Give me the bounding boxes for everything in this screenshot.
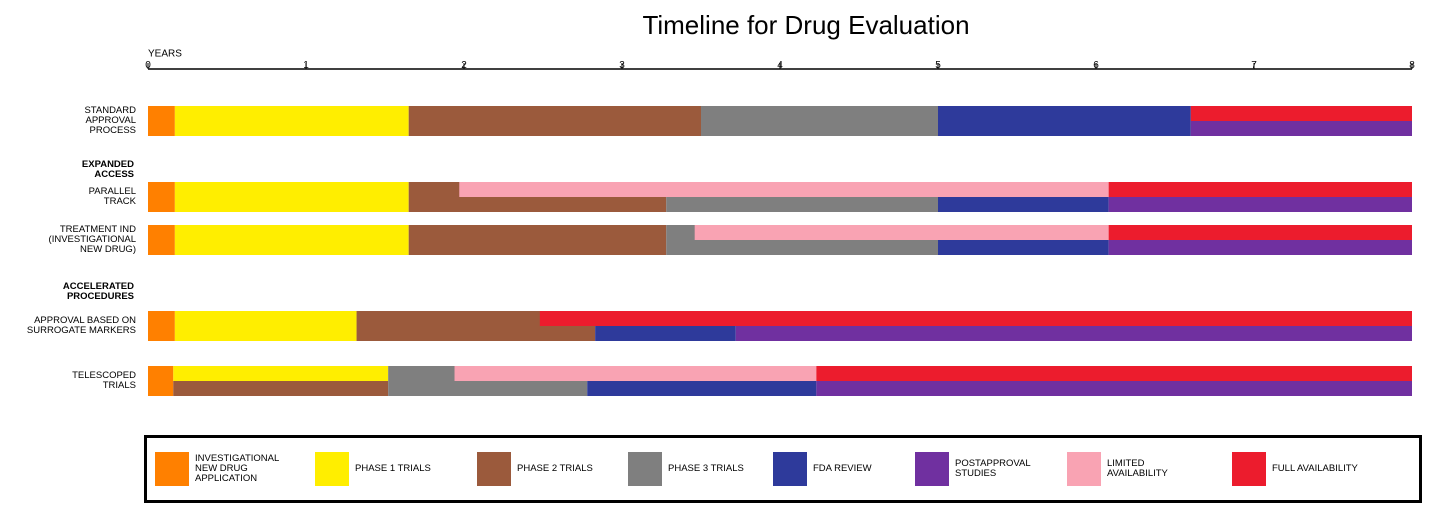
legend-item: PHASE 3 TRIALS [628, 452, 763, 486]
legend-label: FDA REVIEW [813, 463, 872, 474]
bar-segment [1190, 106, 1412, 121]
row-label: APPROVAL BASED ON SURROGATE MARKERS [26, 315, 136, 336]
bar-segment [148, 182, 175, 212]
legend-item: FDA REVIEW [773, 452, 908, 486]
bar-segment [454, 366, 817, 381]
bar-segment [1108, 225, 1412, 240]
bar-segment [595, 326, 736, 341]
bar-segment [816, 381, 1412, 396]
bar-segment [173, 366, 389, 381]
x-tick-label: 7 [1251, 60, 1257, 71]
legend-swatch [628, 452, 662, 486]
row-label: PARALLEL TRACK [88, 186, 136, 207]
x-tick-label: 1 [303, 60, 309, 71]
row-label: TREATMENT IND (INVESTIGATIONAL NEW DRUG) [48, 224, 136, 255]
group-label: ACCELERATED PROCEDURES [62, 281, 134, 302]
row-label: STANDARD APPROVAL PROCESS [84, 105, 136, 136]
bar-segment [938, 240, 1109, 255]
x-axis-label: YEARS [148, 49, 182, 60]
bar-segment [174, 106, 409, 136]
x-tick-label: 6 [1093, 60, 1099, 71]
row-label: TELESCOPED TRIALS [72, 370, 136, 391]
legend-item: INVESTIGATIONAL NEW DRUG APPLICATION [155, 452, 290, 486]
legend-item: POSTAPPROVAL STUDIES [915, 452, 1050, 486]
legend-item: LIMITED AVAILABILITY [1067, 452, 1202, 486]
legend-label: PHASE 3 TRIALS [668, 463, 744, 474]
bar-segment [148, 106, 175, 136]
bar-segment [459, 182, 1109, 197]
bar-segment [938, 197, 1109, 212]
legend-label: LIMITED AVAILABILITY [1107, 458, 1168, 479]
bar-segment [735, 326, 1412, 341]
bar-segment [148, 311, 175, 341]
bar-segment [1108, 182, 1412, 197]
bar-segment [174, 225, 409, 255]
legend-label: PHASE 1 TRIALS [355, 463, 431, 474]
bar-segment [148, 366, 174, 396]
chart-title: Timeline for Drug Evaluation [642, 10, 969, 40]
bar-segment [408, 106, 701, 136]
legend-item: PHASE 1 TRIALS [315, 452, 450, 486]
legend-label: INVESTIGATIONAL NEW DRUG APPLICATION [195, 453, 279, 484]
bar-segment [173, 381, 389, 396]
bar-segment [1108, 240, 1412, 255]
bar-segment [148, 225, 175, 255]
legend-swatch [155, 452, 189, 486]
bar-segment [539, 311, 1412, 326]
group-label: EXPANDED ACCESS [81, 159, 134, 180]
bar-segment [174, 182, 409, 212]
legend-swatch [477, 452, 511, 486]
x-tick-label: 8 [1409, 60, 1415, 71]
bar-segment [408, 225, 667, 255]
x-tick-label: 3 [619, 60, 625, 71]
legend-swatch [1067, 452, 1101, 486]
bar-segment [816, 366, 1412, 381]
x-tick-label: 0 [145, 60, 151, 71]
x-tick-label: 2 [461, 60, 467, 71]
bar-segment [1108, 197, 1412, 212]
bar-segment [174, 311, 357, 341]
legend-swatch [915, 452, 949, 486]
legend-item: FULL AVAILABILITY [1232, 452, 1367, 486]
bar-segment [694, 225, 1109, 240]
x-tick-label: 5 [935, 60, 941, 71]
x-tick-label: 4 [777, 60, 783, 71]
legend: INVESTIGATIONAL NEW DRUG APPLICATION PHAS… [144, 435, 1422, 503]
bar-segment [587, 381, 817, 396]
bar-segment [701, 106, 938, 136]
bar-segment [1190, 121, 1412, 136]
legend-swatch [773, 452, 807, 486]
legend-label: FULL AVAILABILITY [1272, 463, 1358, 474]
bar-segment [938, 106, 1191, 136]
legend-item: PHASE 2 TRIALS [477, 452, 612, 486]
legend-swatch [1232, 452, 1266, 486]
legend-label: PHASE 2 TRIALS [517, 463, 593, 474]
legend-swatch [315, 452, 349, 486]
legend-label: POSTAPPROVAL STUDIES [955, 458, 1031, 479]
